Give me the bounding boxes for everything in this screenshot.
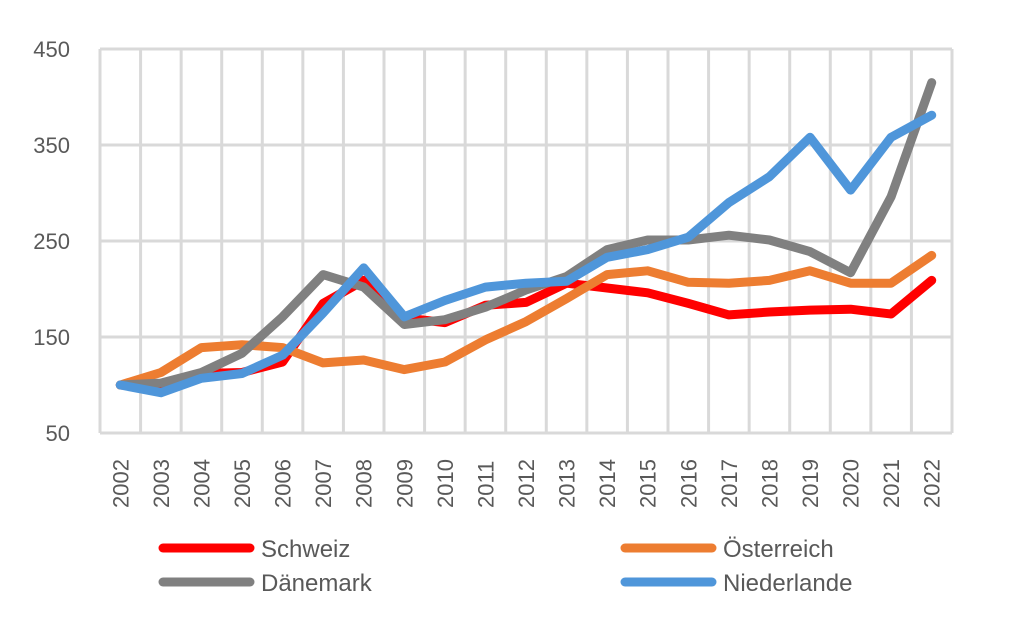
x-tick-label: 2021 [879, 459, 904, 508]
x-tick-label: 2020 [839, 459, 864, 508]
x-tick-label: 2007 [311, 459, 336, 508]
x-tick-label: 2022 [920, 459, 945, 508]
x-tick-label: 2014 [595, 459, 620, 508]
x-tick-label: 2017 [717, 459, 742, 508]
series-lines [115, 78, 937, 398]
y-tick-label: 250 [33, 229, 70, 254]
legend-label: Schweiz [261, 536, 350, 563]
y-tick-label: 50 [46, 421, 70, 446]
x-tick-label: 2015 [636, 459, 661, 508]
x-tick-label: 2018 [757, 459, 782, 508]
x-tick-label: 2010 [433, 459, 458, 508]
x-tick-label: 2004 [189, 459, 214, 508]
legend-label: Österreich [723, 536, 834, 563]
y-tick-label: 150 [33, 325, 70, 350]
x-tick-label: 2011 [473, 461, 498, 508]
series-line-dänemark [115, 78, 937, 390]
legend-label: Niederlande [723, 570, 852, 597]
x-tick-label: 2003 [149, 459, 174, 508]
x-tick-label: 2012 [514, 459, 539, 508]
y-tick-label: 450 [33, 37, 70, 62]
x-tick-label: 2013 [555, 459, 580, 508]
x-tick-label: 2019 [798, 459, 823, 508]
x-tick-label: 2008 [352, 459, 377, 508]
legend: Schweiz Österreich Dänemark Niederlande [158, 536, 852, 597]
x-axis-ticks: 2002 2003 2004 2005 2006 2007 2008 2009 2010 2011… [108, 459, 944, 508]
x-tick-label: 2016 [676, 459, 701, 508]
x-tick-label: 2005 [230, 459, 255, 508]
x-tick-label: 2009 [392, 459, 417, 508]
x-tick-label: 2002 [108, 459, 133, 508]
y-tick-label: 350 [33, 133, 70, 158]
series-line-österreich [115, 250, 937, 390]
legend-label: Dänemark [261, 570, 373, 597]
x-tick-label: 2006 [271, 459, 296, 508]
y-axis-ticks: 50 150 250 350 450 [33, 37, 70, 446]
